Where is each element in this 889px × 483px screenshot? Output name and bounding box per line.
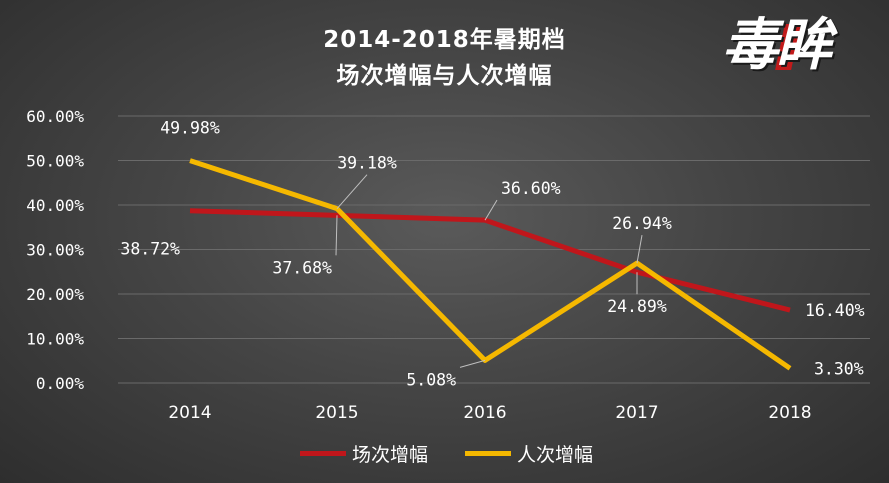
chart-title-line-1: 2014-2018年暑期档 [323, 27, 566, 53]
data-label-series-b: 5.08% [406, 370, 456, 389]
data-label-leader [459, 359, 486, 368]
legend-label-series-a: 场次增幅 [352, 443, 429, 466]
data-label-series-a: 36.60% [501, 179, 561, 198]
data-label-series-b: 39.18% [337, 154, 397, 173]
y-tick-label: 10.00% [26, 330, 84, 349]
y-tick-label: 30.00% [26, 241, 84, 260]
data-label-series-a: 38.72% [120, 240, 180, 259]
legend-item-series-b: 人次增幅 [465, 440, 593, 466]
data-label-leader [335, 215, 338, 256]
x-tick-label: 2015 [315, 403, 358, 423]
legend-swatch-series-a [300, 450, 346, 456]
data-label-series-a: 16.40% [805, 301, 865, 320]
y-tick-label: 50.00% [26, 152, 84, 171]
x-tick-label: 2018 [768, 403, 811, 423]
chart-title-line-2: 场次增幅与人次增幅 [336, 63, 553, 89]
x-tick-label: 2014 [168, 403, 211, 423]
data-label-leader [336, 174, 368, 209]
legend-label-series-b: 人次增幅 [517, 443, 594, 466]
y-tick-label: 20.00% [26, 285, 84, 304]
data-label-series-b: 49.98% [160, 119, 220, 138]
data-label-series-b: 3.30% [814, 359, 864, 378]
y-tick-label: 40.00% [26, 196, 84, 215]
data-label-series-a: 24.89% [607, 297, 667, 316]
legend-item-series-a: 场次增幅 [300, 440, 428, 466]
y-tick-label: 60.00% [26, 107, 84, 126]
data-label-leader [636, 235, 643, 264]
x-tick-label: 2017 [615, 403, 658, 423]
legend-swatch-series-b [465, 450, 511, 456]
y-tick-label: 0.00% [36, 374, 85, 393]
x-tick-label: 2016 [463, 403, 506, 423]
brand-logo: 毒眸 [722, 13, 832, 78]
data-label-series-b: 26.94% [612, 214, 672, 233]
data-label-leader [484, 199, 498, 221]
data-label-series-a: 37.68% [272, 258, 332, 277]
